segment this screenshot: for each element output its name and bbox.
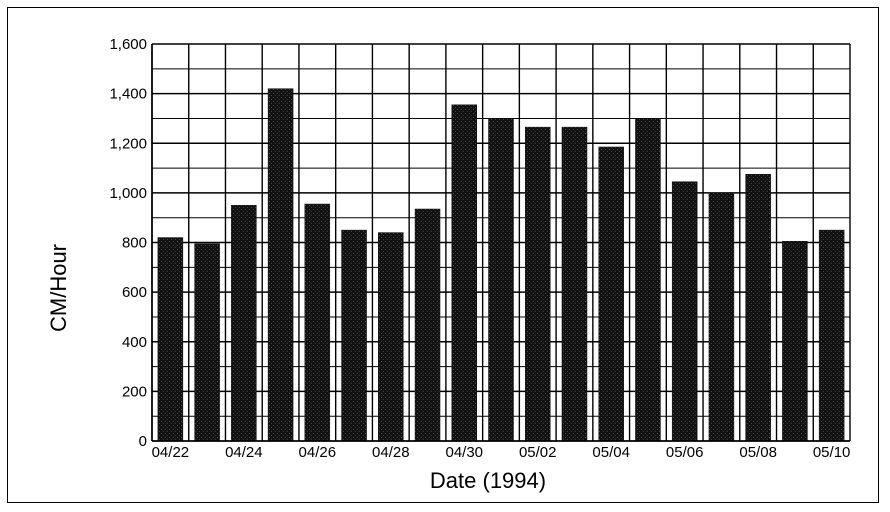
y-tick-label: 1,200 <box>109 135 147 152</box>
bar-04-22 <box>157 237 184 442</box>
x-tick-label: 05/06 <box>666 444 704 461</box>
bar-04-29 <box>414 208 441 442</box>
x-axis-title: Date (1994) <box>430 468 546 493</box>
bar-05-10 <box>818 229 845 442</box>
y-tick-label: 200 <box>122 383 147 400</box>
y-tick-label: 600 <box>122 284 147 301</box>
x-tick-label: 05/02 <box>519 444 557 461</box>
bar-04-27 <box>341 229 367 442</box>
bar-04-30 <box>451 104 478 442</box>
bar-05-05 <box>635 118 661 442</box>
bar-04-26 <box>304 203 331 442</box>
bar-05-03 <box>561 126 588 442</box>
y-tick-label: 1,600 <box>109 36 147 53</box>
y-tick-label: 800 <box>122 235 147 252</box>
bar-05-08 <box>745 174 771 442</box>
bar-05-02 <box>524 126 551 442</box>
x-tick-label: 04/24 <box>225 444 263 461</box>
bar-05-07 <box>708 192 735 442</box>
y-tick-label: 1,400 <box>109 86 147 103</box>
x-tick-label: 05/10 <box>813 444 851 461</box>
bar-05-06 <box>671 181 698 442</box>
bar-05-09 <box>782 241 808 442</box>
y-axis-title: CM/Hour <box>46 244 71 332</box>
bar-05-04 <box>598 146 624 442</box>
x-tick-label: 05/04 <box>592 444 630 461</box>
y-tick-label: 0 <box>139 433 147 450</box>
bar-04-25 <box>267 88 294 442</box>
y-tick-label: 1,000 <box>109 185 147 202</box>
x-tick-labels: 04/22 04/24 04/26 04/28 04/30 05/02 05/04 05/06… <box>152 444 851 461</box>
bar-04-23 <box>194 243 220 442</box>
x-tick-label: 04/26 <box>299 444 337 461</box>
axes <box>151 44 850 442</box>
bar-05-01 <box>488 118 514 442</box>
x-tick-label: 05/08 <box>739 444 777 461</box>
chart-frame <box>7 7 879 503</box>
bar-04-24 <box>231 205 257 442</box>
x-tick-label: 04/22 <box>152 444 190 461</box>
y-tick-labels: 0 200 400 600 800 1,000 1,200 1,400 1,600 <box>109 36 147 450</box>
y-tick-label: 400 <box>122 334 147 351</box>
x-tick-label: 04/28 <box>372 444 410 461</box>
bars <box>157 88 845 442</box>
bar-04-28 <box>378 232 404 442</box>
x-tick-label: 04/30 <box>445 444 483 461</box>
